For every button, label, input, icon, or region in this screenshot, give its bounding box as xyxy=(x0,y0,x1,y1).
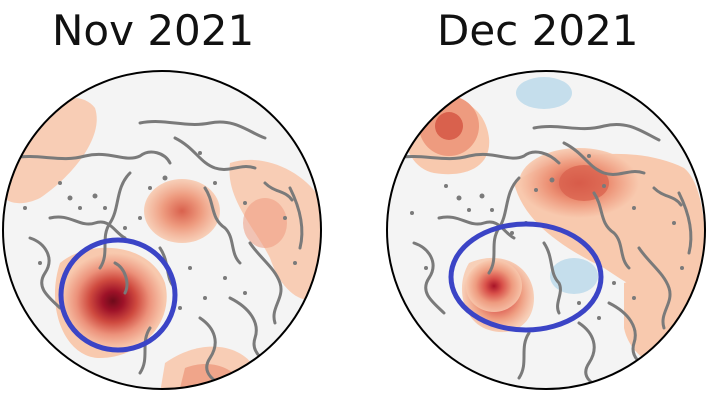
highlight-ellipse-nov xyxy=(58,237,178,353)
anomaly-field-nov xyxy=(3,71,321,389)
map-disk-outline xyxy=(386,70,706,390)
highlight-ellipse-dec xyxy=(448,221,604,333)
islands-nov xyxy=(23,151,297,310)
coastlines-nov xyxy=(8,120,304,389)
panel-title-nov-2021: Nov 2021 xyxy=(52,6,255,55)
panel-title-dec-2021: Dec 2021 xyxy=(437,6,639,55)
coastlines-dec xyxy=(392,123,693,389)
map-disk-outline xyxy=(2,70,322,390)
polar-map-nov-2021 xyxy=(2,70,322,390)
anomaly-field-dec xyxy=(387,71,705,389)
polar-map-dec-2021 xyxy=(386,70,706,390)
